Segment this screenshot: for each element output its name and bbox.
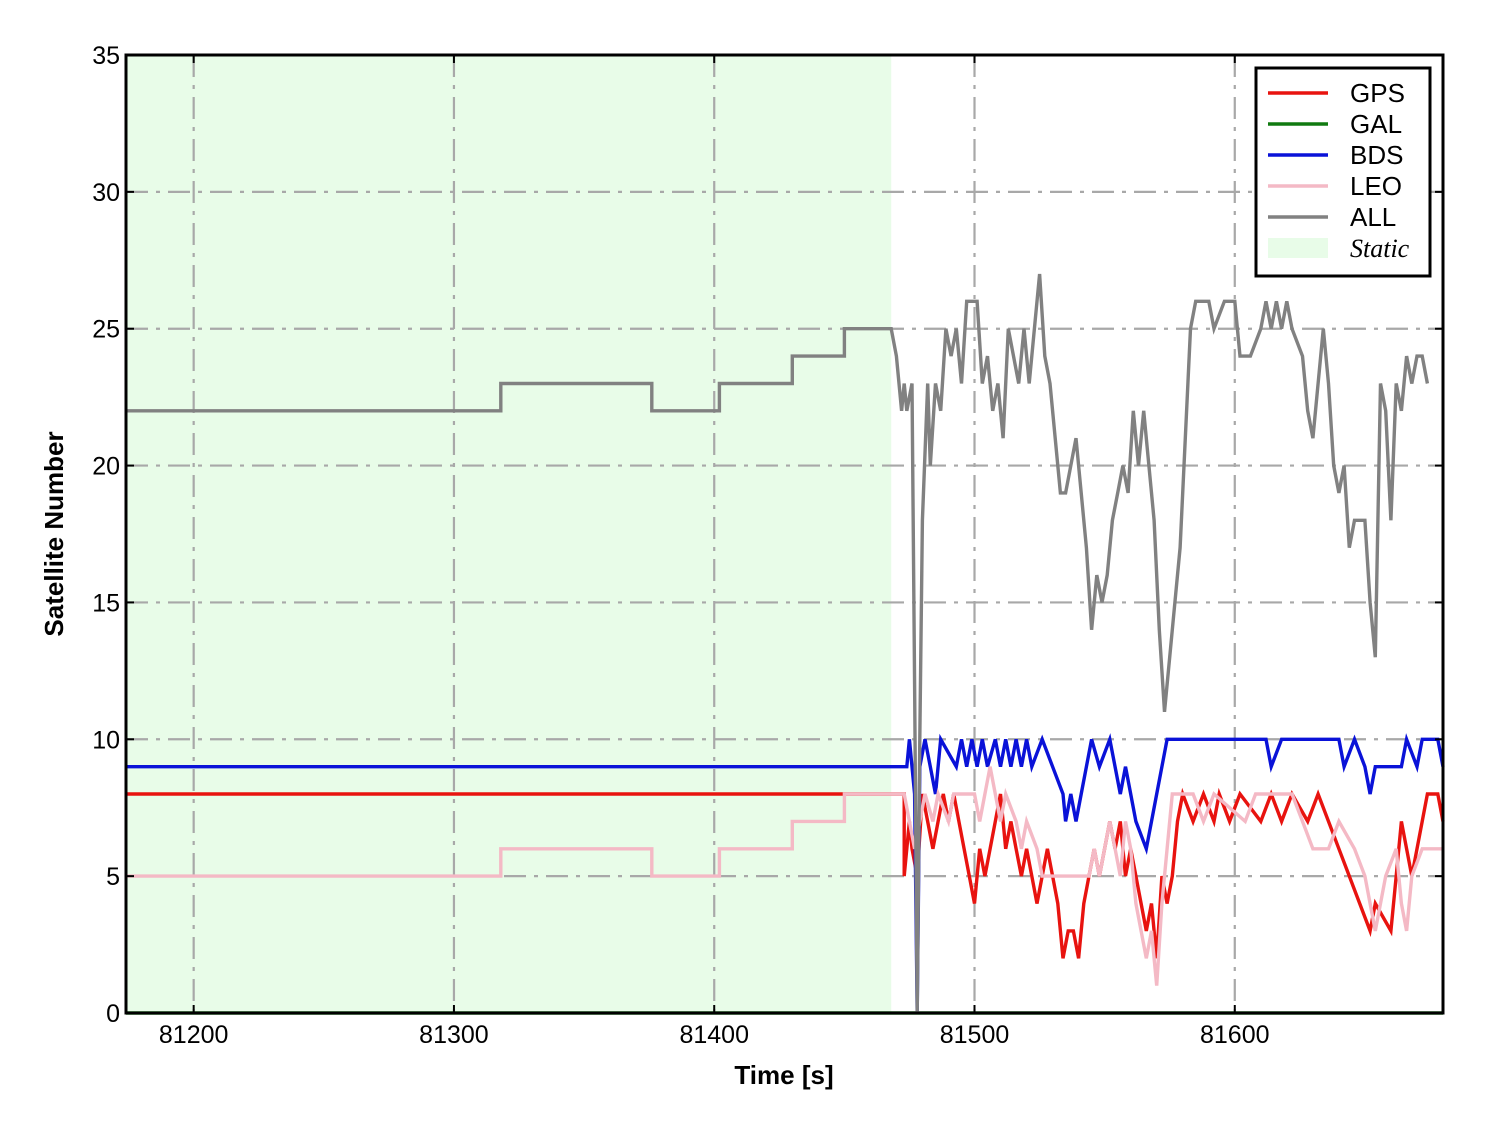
y-tick-label: 25	[92, 316, 120, 344]
series-line-bds	[126, 733, 1445, 1014]
y-tick-label: 35	[92, 42, 120, 70]
x-tick-label: 81400	[679, 1021, 749, 1049]
legend-label-all: ALL	[1350, 202, 1396, 232]
x-tick-label: 81300	[419, 1021, 489, 1049]
legend-swatch-static	[1268, 238, 1328, 258]
y-tick-label: 15	[92, 589, 120, 617]
x-tick-label: 81500	[940, 1021, 1010, 1049]
ticks: 81200 81300 81400 81500 81600 0 5 10 15 20 25 30 35	[92, 42, 1443, 1049]
static-region	[126, 55, 892, 1013]
legend-label-static: Static	[1350, 234, 1410, 263]
y-axis-title: Satellite Number	[39, 431, 69, 636]
y-tick-label: 20	[92, 453, 120, 481]
legend-label-bds: BDS	[1350, 140, 1403, 170]
legend-label-gps: GPS	[1350, 78, 1405, 108]
x-tick-label: 81200	[159, 1021, 229, 1049]
y-tick-label: 5	[106, 863, 120, 891]
y-tick-label: 30	[92, 179, 120, 207]
series-line-leo	[126, 766, 1443, 986]
legend-label-leo: LEO	[1350, 171, 1402, 201]
x-tick-label: 81600	[1200, 1021, 1270, 1049]
series-line-all	[126, 273, 1430, 1014]
y-tick-label: 10	[92, 726, 120, 754]
plot-frame	[124, 53, 1445, 1015]
y-tick-label: 0	[106, 1000, 120, 1028]
legend-label-gal: GAL	[1350, 109, 1402, 139]
x-axis-title: Time [s]	[734, 1060, 833, 1090]
